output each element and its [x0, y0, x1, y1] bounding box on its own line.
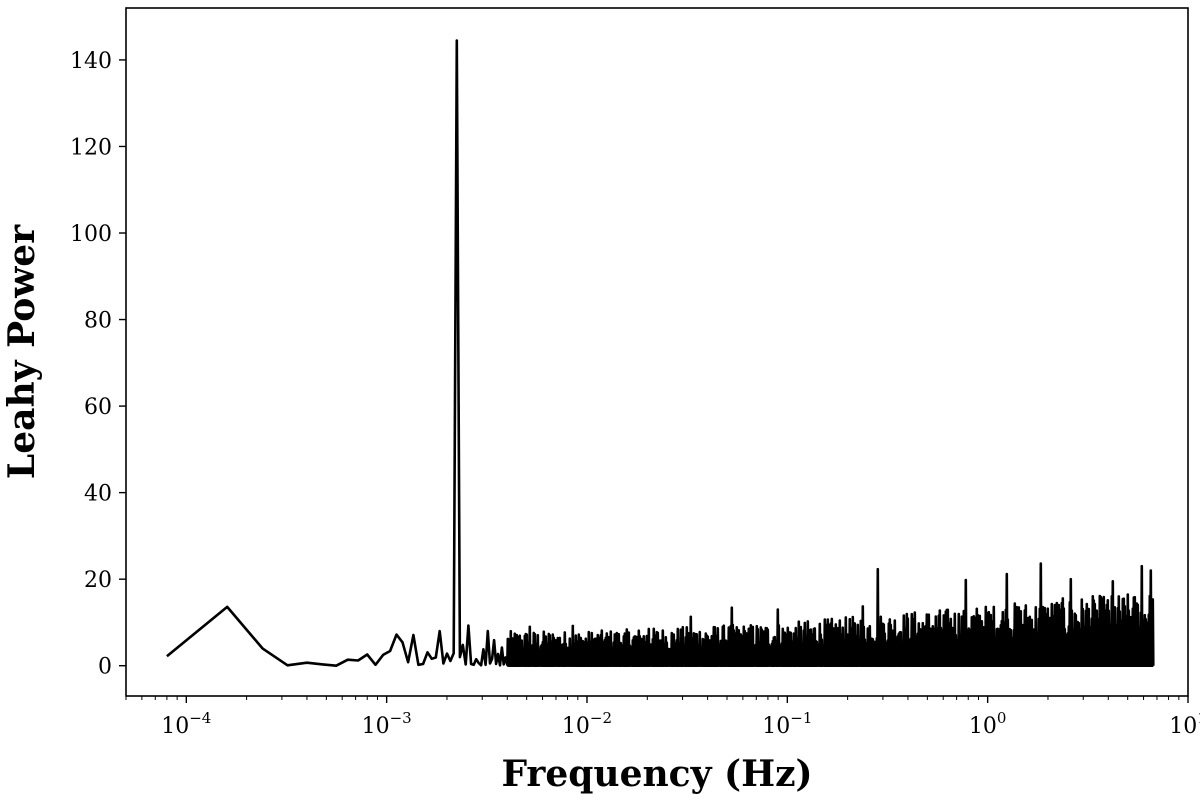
- x-axis-label: Frequency (Hz): [501, 753, 812, 795]
- x-axis: 10−4 10−3 10−2 10−1 100 101: [125, 696, 1200, 739]
- x-tick-label: 10−1: [762, 709, 812, 739]
- x-tick-label: 10−4: [161, 709, 211, 739]
- x-tick-label: 100: [969, 709, 1007, 739]
- y-tick-label: 20: [84, 568, 112, 593]
- plot-content: [166, 39, 1155, 667]
- x-tick-label: 101: [1169, 709, 1200, 739]
- series-line: [166, 39, 1155, 667]
- y-tick-label: 140: [70, 49, 112, 74]
- x-tick-label: 10−3: [362, 709, 412, 739]
- y-tick-label: 80: [84, 309, 112, 334]
- y-tick-label: 40: [84, 482, 112, 507]
- y-tick-label: 100: [70, 222, 112, 247]
- y-axis-label: Leahy Power: [1, 224, 43, 479]
- y-axis: 0 20 40 60 80 100 120 140: [70, 49, 126, 680]
- x-tick-label: 10−2: [562, 709, 612, 739]
- plot-frame: [125, 7, 1189, 697]
- y-tick-label: 120: [70, 135, 112, 160]
- y-tick-label: 60: [84, 395, 112, 420]
- y-tick-label: 0: [98, 655, 112, 680]
